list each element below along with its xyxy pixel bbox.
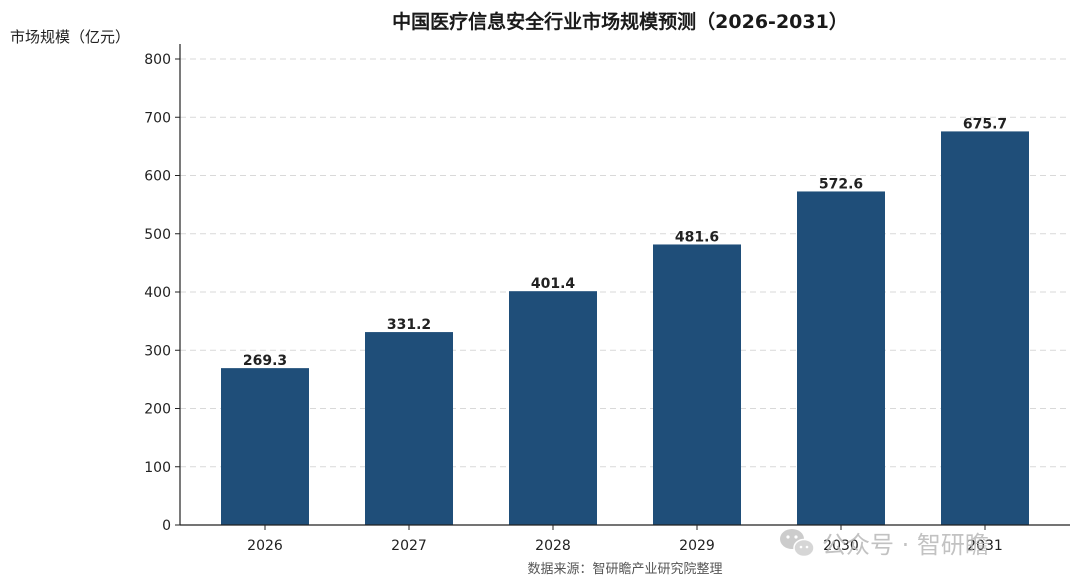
- x-tick-label: 2026: [247, 538, 283, 554]
- bar: [365, 332, 453, 525]
- x-tick-label: 2030: [823, 538, 859, 554]
- y-tick-label: 200: [144, 402, 171, 418]
- bar: [941, 131, 1029, 525]
- watermark-text: 公众号 · 智研瞻: [822, 531, 989, 559]
- value-label: 331.2: [387, 317, 431, 333]
- y-tick-label: 400: [144, 285, 171, 301]
- bar: [797, 191, 885, 525]
- y-tick-label: 600: [144, 169, 171, 185]
- source-note: 数据来源：智研瞻产业研究院整理: [527, 562, 722, 577]
- y-ticks: 0 100 200 300 400 500 600 700 800: [144, 52, 180, 534]
- value-labels: 269.3 331.2 401.4 481.6 572.6 675.7: [243, 116, 1007, 369]
- grid-lines: [180, 58, 1070, 468]
- y-tick-label: 100: [144, 460, 171, 476]
- watermark: 公众号 · 智研瞻: [780, 529, 989, 559]
- x-tick-label: 2031: [967, 538, 1003, 554]
- value-label: 401.4: [531, 276, 576, 292]
- x-tick-label: 2027: [391, 538, 427, 554]
- bar: [653, 244, 741, 525]
- x-tick-label: 2029: [679, 538, 715, 554]
- bar: [221, 368, 309, 525]
- value-label: 481.6: [675, 229, 719, 245]
- wechat-icon: [780, 529, 815, 558]
- y-axis-label: 市场规模（亿元）: [10, 28, 130, 46]
- bar: [509, 291, 597, 525]
- y-tick-label: 300: [144, 343, 171, 359]
- y-tick-label: 800: [144, 52, 171, 68]
- y-tick-label: 0: [162, 518, 171, 534]
- bars: [221, 131, 1029, 525]
- value-label: 675.7: [963, 116, 1007, 132]
- y-tick-label: 500: [144, 227, 171, 243]
- value-label: 572.6: [819, 176, 863, 192]
- chart-title: 中国医疗信息安全行业市场规模预测（2026-2031）: [392, 10, 848, 33]
- x-tick-label: 2028: [535, 538, 571, 554]
- y-tick-label: 700: [144, 110, 171, 126]
- x-ticks: 2026 2027 2028 2029 2030 2031: [247, 525, 1003, 554]
- value-label: 269.3: [243, 353, 287, 369]
